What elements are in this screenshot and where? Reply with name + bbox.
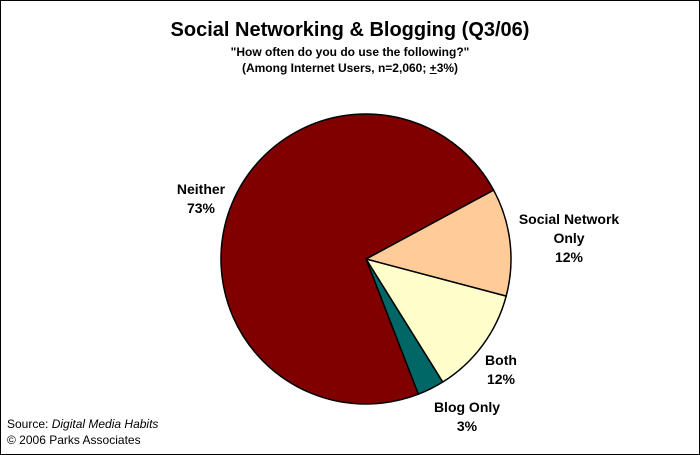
label-text: Blog Only <box>433 399 501 415</box>
label-neither: Neither 73% <box>165 180 237 218</box>
plus-minus-sign: + <box>429 61 437 75</box>
source-label: Source: <box>7 417 52 431</box>
label-blog-only: Blog Only 3% <box>419 398 515 436</box>
copyright-line: © 2006 Parks Associates <box>7 433 141 447</box>
label-text: Neither <box>176 181 226 197</box>
label-value: 12% <box>554 249 584 265</box>
pie-slice-social-network-only <box>365 189 512 297</box>
label-text: Social Network <box>518 211 620 227</box>
chart-sample-note: (Among Internet Users, n=2,060; +3%) <box>1 61 699 75</box>
label-both: Both 12% <box>469 351 533 389</box>
sample-note-suffix: 3%) <box>436 61 459 75</box>
pie-slice-neither <box>220 113 495 405</box>
chart-title: Social Networking & Blogging (Q3/06) <box>170 19 530 41</box>
source-title: Digital Media Habits <box>51 417 159 431</box>
label-text: Only <box>553 230 585 246</box>
source-note: Source: Digital Media Habits © 2006 Park… <box>7 416 158 448</box>
label-text: Both <box>485 352 517 368</box>
source-line: Source: Digital Media Habits <box>7 416 158 432</box>
chart-subtitle: "How often do you do use the following?" <box>230 45 470 59</box>
pie-slice-both <box>365 258 507 383</box>
label-social-network-only: Social Network Only 12% <box>501 210 637 267</box>
sample-note-prefix: (Among Internet Users, n=2,060; <box>241 61 430 75</box>
label-value: 73% <box>186 200 216 216</box>
label-value: 3% <box>456 418 478 434</box>
label-value: 12% <box>486 371 516 387</box>
